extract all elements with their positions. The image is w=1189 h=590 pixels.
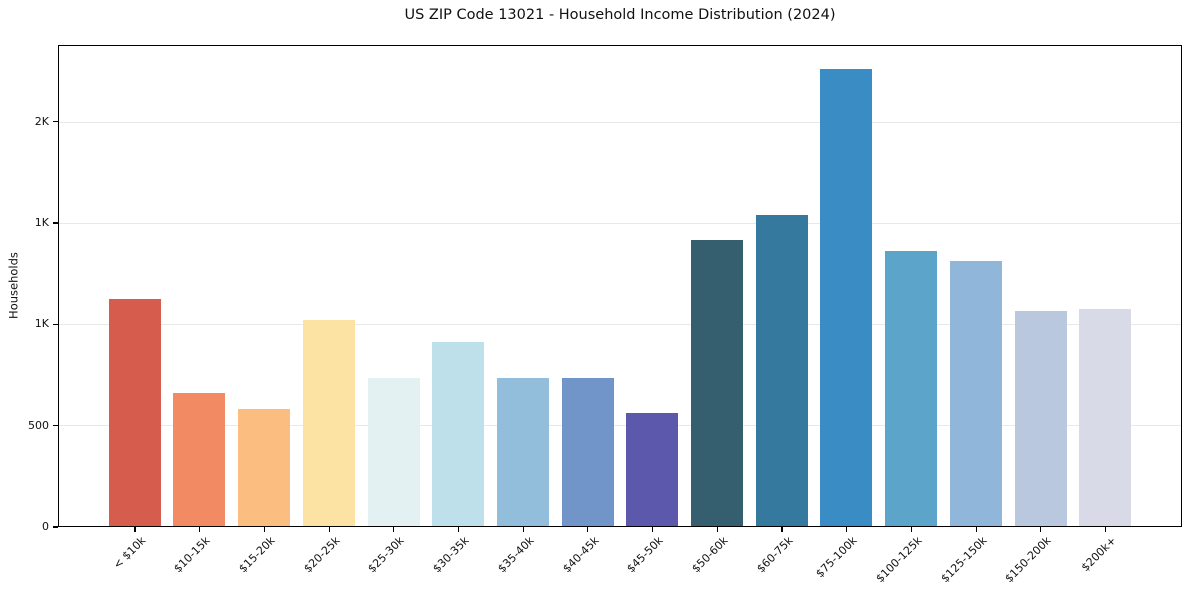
bar-6 [496,377,549,526]
y-tick-label-2000: 2K [34,114,49,128]
y-tick-mark-500 [53,425,58,427]
bar-13 [949,261,1002,526]
y-tick-mark-2000 [53,121,58,123]
plot-area [58,45,1182,527]
x-tick-mark-5 [457,527,460,532]
bar-5 [432,342,485,526]
bar-14 [1014,311,1067,526]
x-tick-label-9: $50-60k [689,534,731,576]
bar-10 [755,214,808,526]
x-tick-label-12: $100-125k [873,534,925,586]
y-tick-label-500: 500 [28,418,49,432]
x-tick-mark-4 [393,527,395,532]
y-tick-mark-1000 [53,323,58,325]
y-tick-mark-0 [53,526,58,528]
x-tick-mark-14 [1040,527,1042,532]
bar-0 [108,299,161,526]
bar-8 [626,412,679,526]
x-tick-label-5: $30-35k [430,534,472,576]
y-tick-label-0: 0 [42,520,49,533]
x-tick-mark-1 [199,527,201,532]
y-tick-mark-1500 [53,222,58,224]
gridline-2000 [59,122,1181,124]
x-tick-mark-8 [652,527,654,532]
bar-2 [238,409,291,526]
x-tick-label-11: $75-100k [813,534,860,581]
x-tick-mark-15 [1104,527,1107,532]
x-tick-mark-0 [134,527,136,532]
x-tick-label-3: $20-25k [301,534,343,576]
chart-title: US ZIP Code 13021 - Household Income Dis… [404,7,836,23]
x-tick-mark-11 [846,527,848,532]
x-tick-label-13: $125-150k [938,534,990,586]
x-tick-mark-10 [781,527,783,532]
bar-4 [367,377,420,526]
x-tick-mark-7 [587,527,589,532]
gridline-1500 [59,223,1181,225]
bar-12 [885,251,938,526]
x-tick-label-8: $45-50k [624,534,666,576]
bar-11 [820,69,873,526]
y-tick-label-1000: 1K [34,317,49,331]
bar-7 [561,378,614,526]
bar-9 [691,240,743,526]
bar-1 [173,393,226,526]
bar-15 [1079,308,1132,526]
gridline-500 [59,425,1181,427]
y-tick-label-1500: 1K [34,216,49,230]
x-tick-label-2: $15-20k [236,534,278,576]
x-tick-mark-2 [263,527,265,532]
x-tick-label-10: $60-75k [753,534,796,576]
x-tick-mark-13 [975,527,977,532]
x-tick-label-15: $200k+ [1078,534,1119,575]
x-tick-mark-12 [910,527,912,532]
gridline-1000 [59,324,1181,326]
x-tick-label-0: < $10k [110,534,149,572]
x-tick-label-4: $25-30k [365,534,408,576]
bar-3 [302,320,355,526]
x-tick-mark-3 [328,527,330,532]
x-tick-label-6: $35-40k [495,534,537,576]
x-tick-mark-6 [522,527,524,532]
x-tick-label-14: $150-200k [1002,534,1055,586]
x-tick-mark-9 [716,527,718,532]
x-tick-label-1: $10-15k [171,534,213,576]
x-tick-label-7: $40-45k [559,534,602,576]
